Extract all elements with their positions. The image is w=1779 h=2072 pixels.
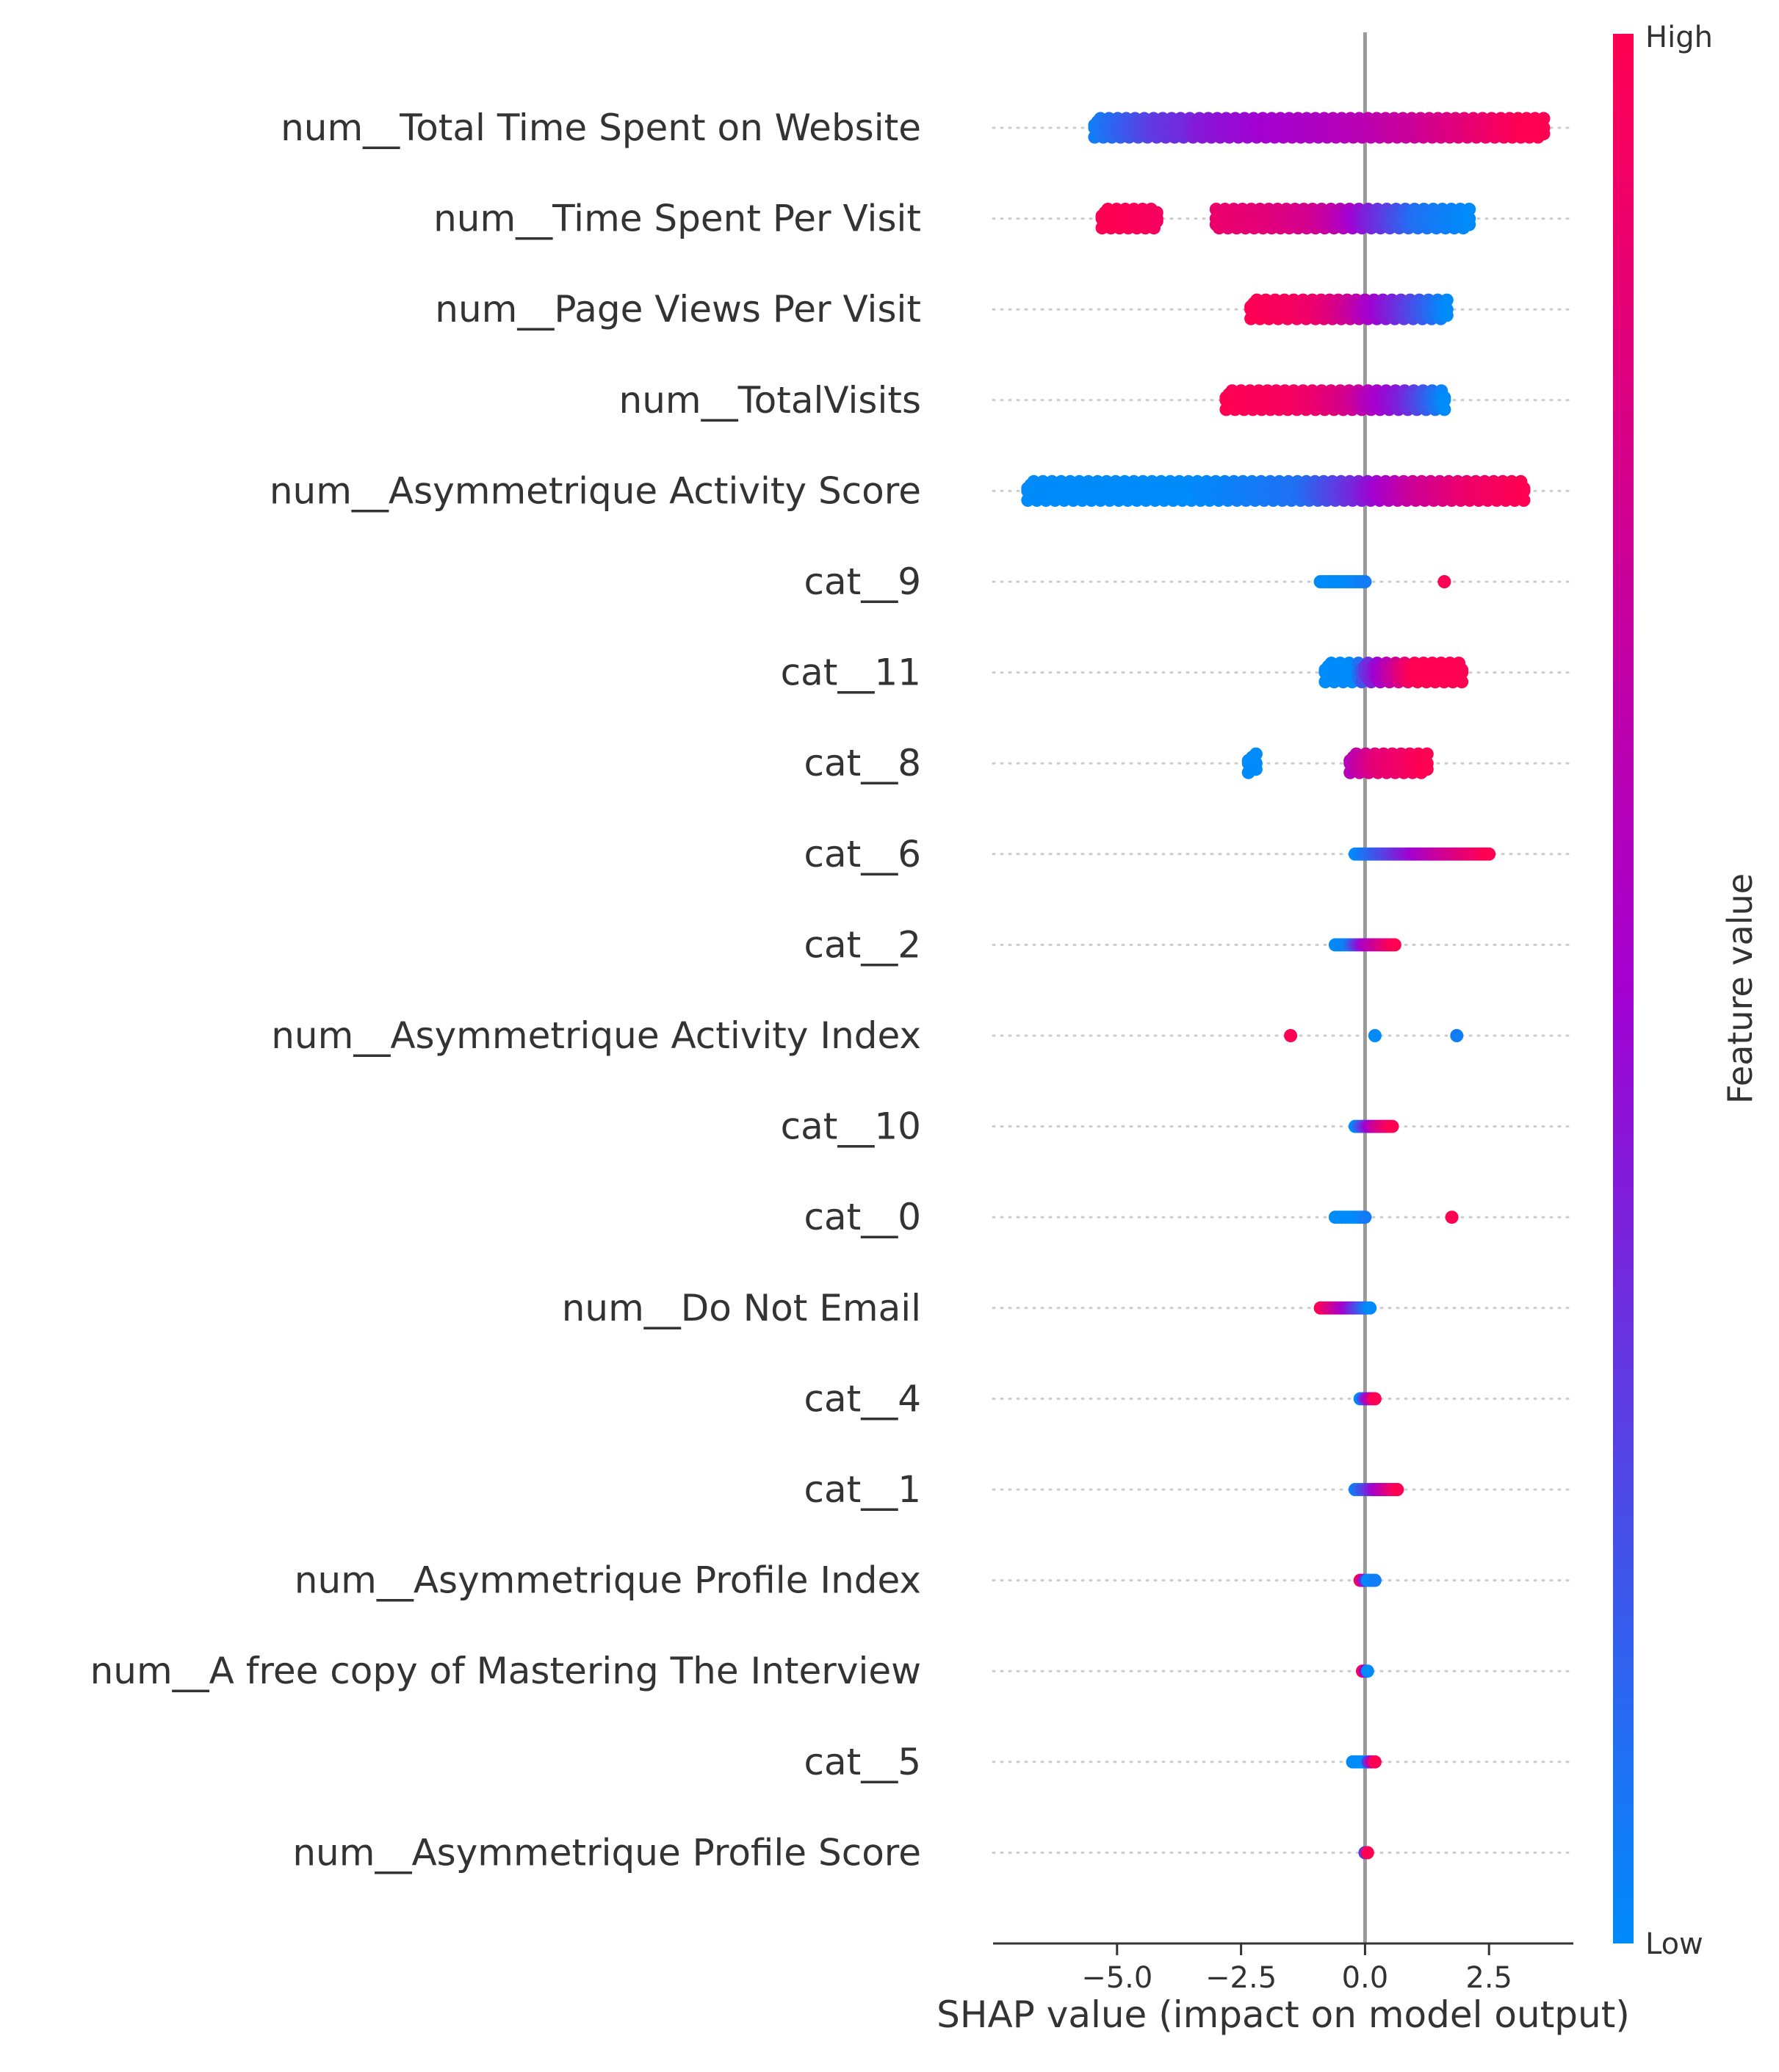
shap-point	[1517, 494, 1531, 507]
feature-label: num__Total Time Spent on Website	[281, 107, 921, 149]
shap-point	[1385, 1119, 1399, 1133]
shap-point	[1368, 1573, 1382, 1587]
shap-point	[1249, 747, 1263, 761]
shap-point	[1440, 308, 1454, 322]
shap-point	[1445, 1210, 1459, 1224]
x-axis: −5.0 −2.5 0.0 2.5 SHAP value (impact on mod…	[937, 1942, 1630, 2036]
x-axis-title: SHAP value (impact on model output)	[937, 1993, 1630, 2036]
feature-label: cat__10	[781, 1105, 921, 1148]
shap-point	[1358, 575, 1372, 588]
feature-label: num__Asymmetrique Activity Score	[270, 469, 921, 512]
feature-label: cat__8	[804, 742, 921, 784]
colorbar-high-label: High	[1645, 21, 1713, 54]
x-tick-label: −5.0	[1081, 1961, 1152, 1995]
shap-point	[1368, 1392, 1382, 1406]
shap-point	[1517, 484, 1531, 498]
feature-label: cat__11	[781, 651, 921, 694]
colorbar-title: Feature value	[1720, 873, 1760, 1104]
shap-point	[1360, 1664, 1374, 1678]
data-points	[1021, 112, 1551, 1860]
shap-point	[1390, 1483, 1404, 1496]
x-tick-label: −2.5	[1205, 1961, 1277, 1995]
shap-point	[1455, 675, 1469, 689]
feature-label: num__TotalVisits	[619, 379, 921, 422]
feature-label: cat__4	[804, 1377, 921, 1420]
shap-point	[1368, 1755, 1382, 1769]
shap-point	[1388, 938, 1401, 952]
feature-label: cat__1	[804, 1468, 921, 1511]
feature-label: cat__0	[804, 1196, 921, 1238]
feature-label: cat__6	[804, 833, 921, 876]
shap-point	[1437, 393, 1451, 407]
feature-label: num__Page Views Per Visit	[435, 288, 921, 331]
shap-point	[1482, 847, 1496, 861]
shap-point	[1358, 1210, 1372, 1224]
shap-point	[1437, 403, 1451, 416]
shap-point	[1249, 762, 1263, 776]
feature-label: num__Do Not Email	[562, 1287, 921, 1329]
shap-point	[1360, 1846, 1374, 1860]
shap-point	[1420, 747, 1434, 761]
shap-point	[1537, 112, 1551, 126]
shap-point	[1455, 665, 1469, 679]
feature-label: num__A free copy of Mastering The Interv…	[90, 1650, 921, 1692]
shap-point	[1150, 214, 1163, 228]
colorbar-gradient	[1613, 34, 1634, 1943]
shap-point	[1462, 203, 1476, 216]
feature-label: cat__9	[804, 560, 921, 603]
x-tick-label: 0.0	[1342, 1961, 1389, 1995]
shap-point	[1363, 1301, 1377, 1315]
shap-point	[1450, 1029, 1464, 1042]
shap-point	[1537, 127, 1551, 141]
feature-label: num__Asymmetrique Activity Index	[271, 1014, 921, 1057]
x-ticks: −5.0 −2.5 0.0 2.5	[1081, 1943, 1512, 1995]
feature-label: num__Asymmetrique Profile Index	[295, 1559, 921, 1602]
shap-point	[1420, 762, 1434, 776]
shap-point	[1462, 217, 1476, 231]
colorbar-low-label: Low	[1645, 1927, 1703, 1961]
shap-point	[1284, 1029, 1298, 1042]
feature-label: cat__2	[804, 923, 921, 966]
colorbar: High Low Feature value	[1613, 21, 1760, 1961]
feature-label: num__Asymmetrique Profile Score	[292, 1831, 921, 1874]
shap-point	[1368, 1029, 1382, 1042]
shap-point	[1440, 293, 1454, 307]
feature-label: cat__5	[804, 1741, 921, 1783]
shap-point	[1437, 575, 1451, 588]
feature-rows: num__Total Time Spent on Website num__Tim…	[90, 107, 1575, 1874]
feature-label: num__Time Spent Per Visit	[433, 198, 921, 240]
x-tick-label: 2.5	[1465, 1961, 1512, 1995]
